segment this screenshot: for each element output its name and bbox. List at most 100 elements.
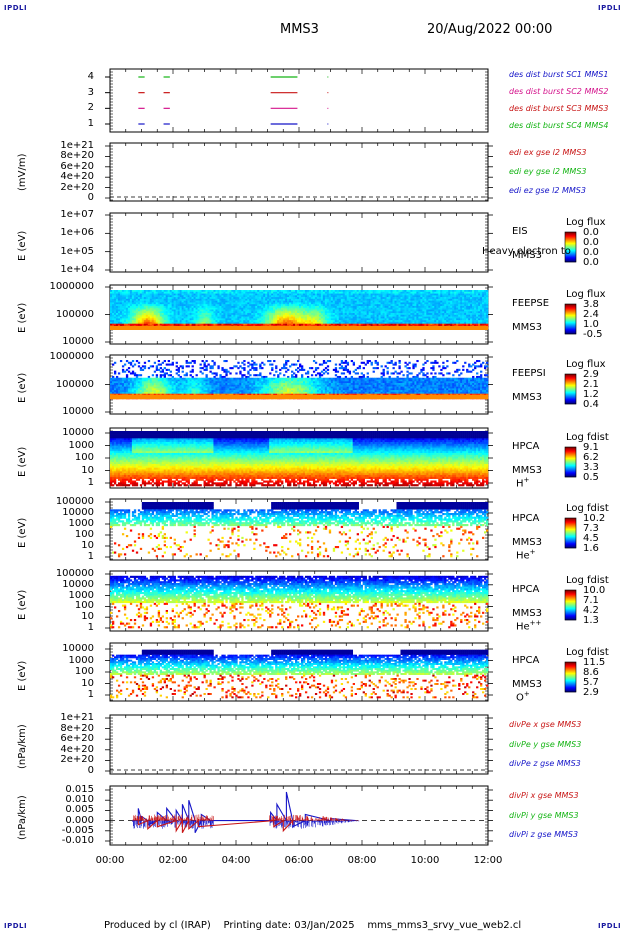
panel-feepse-pixel <box>430 297 432 299</box>
panel-feepse-pixel <box>194 302 196 304</box>
panel-feepse-pixel <box>408 324 410 326</box>
panel-feepse-pixel <box>132 317 134 319</box>
panel-feepse-pixel <box>464 290 466 292</box>
panel-feepse-pixel <box>400 302 402 304</box>
panel-feepse-pixel <box>391 315 393 317</box>
panel-feepse-pixel <box>353 290 355 292</box>
panel-feepse-pixel <box>464 315 466 317</box>
panel-feepse-pixel <box>267 317 269 319</box>
panel-feepse-pixel <box>400 310 402 312</box>
panel-feepse-pixel <box>363 318 365 320</box>
panel-feepse-pixel <box>482 294 484 296</box>
panel-feepse-pixel <box>355 308 357 310</box>
panel-feepse-pixel <box>383 302 385 304</box>
panel-feepse-pixel <box>209 310 211 312</box>
panel-feepse-pixel <box>144 318 146 320</box>
panel-feepse-pixel <box>128 322 130 324</box>
panel-feepse-pixel <box>261 308 263 310</box>
panel-feepse-pixel <box>265 290 267 292</box>
panel-feepse-pixel <box>245 317 247 319</box>
panel-feepse-pixel <box>255 324 257 326</box>
panel-feepse-pixel <box>112 290 114 292</box>
panel-feepse-pixel <box>182 311 184 313</box>
panel-feepse-pixel <box>158 313 160 315</box>
panel-feepse-pixel <box>207 313 209 315</box>
panel-feepse-pixel <box>124 290 126 292</box>
panel-feepse-pixel <box>211 295 213 297</box>
panel-feepse-pixel <box>406 292 408 294</box>
panel-feepse-pixel <box>428 290 430 292</box>
panel-feepse-pixel <box>116 292 118 294</box>
panel-feepse-pixel <box>172 322 174 324</box>
panel-feepse-pixel <box>132 318 134 320</box>
panel-feepse-pixel <box>337 320 339 322</box>
panel-feepse-pixel <box>142 299 144 301</box>
panel-feepse-pixel <box>192 317 194 319</box>
panel-feepse-pixel <box>396 320 398 322</box>
panel-feepse-pixel <box>460 317 462 319</box>
panel-feepse-pixel <box>136 299 138 301</box>
panel-feepse-pixel <box>391 292 393 294</box>
panel-feepse-pixel <box>367 320 369 322</box>
panel-feepse-pixel <box>229 295 231 297</box>
panel-feepse-pixel <box>118 299 120 301</box>
panel-feepse-pixel <box>227 295 229 297</box>
panel-feepse-pixel <box>430 295 432 297</box>
panel-feepse-pixel <box>315 294 317 296</box>
panel-feepse-pixel <box>194 313 196 315</box>
panel-feepse-pixel <box>410 301 412 303</box>
panel-feepse-pixel <box>383 315 385 317</box>
panel-feepse-pixel <box>408 311 410 313</box>
panel-feepse-pixel <box>275 322 277 324</box>
panel-feepse-pixel <box>466 315 468 317</box>
panel-feepse-pixel <box>190 297 192 299</box>
panel-feepse-pixel <box>396 297 398 299</box>
panel-feepse-pixel <box>225 299 227 301</box>
panel-feepsi-pixel <box>132 383 134 385</box>
panel-feepse-pixel <box>317 310 319 312</box>
panel-feepse-pixel <box>444 310 446 312</box>
panel-feepsi-pixel <box>142 385 144 387</box>
panel-feepse-pixel <box>391 299 393 301</box>
panel-feepse-pixel <box>315 324 317 326</box>
panel-feepse-pixel <box>478 302 480 304</box>
panel-feepsi-pixel <box>118 388 120 390</box>
panel-feepsi-pixel <box>132 360 134 362</box>
panel-feepse-pixel <box>476 320 478 322</box>
panel-feepse-pixel <box>241 317 243 319</box>
panel-feepse-pixel <box>466 318 468 320</box>
panel-feepse-pixel <box>186 310 188 312</box>
panel-feepse-pixel <box>213 304 215 306</box>
panel-feepse-pixel <box>424 301 426 303</box>
panel-feepse-pixel <box>146 322 148 324</box>
panel-feepse-pixel <box>303 306 305 308</box>
panel-feepse-pixel <box>317 318 319 320</box>
panel-feepse-pixel <box>265 315 267 317</box>
panel-feepse-pixel <box>424 299 426 301</box>
panel-feepse-pixel <box>379 324 381 326</box>
panel-feepse-pixel <box>434 308 436 310</box>
panel-feepse-pixel <box>305 290 307 292</box>
panel-feepse-pixel <box>297 290 299 292</box>
panel-feepse-pixel <box>144 322 146 324</box>
panel-feepse-pixel <box>180 320 182 322</box>
panel-feepse-pixel <box>331 311 333 313</box>
panel-feepse-pixel <box>122 311 124 313</box>
panel-feepse-pixel <box>140 317 142 319</box>
panel-feepse-pixel <box>391 295 393 297</box>
panel-feepse-pixel <box>162 302 164 304</box>
panel-feepse-pixel <box>387 294 389 296</box>
panel-feepse-pixel <box>231 290 233 292</box>
panel-feepse-pixel <box>446 290 448 292</box>
panel-feepse-pixel <box>205 294 207 296</box>
panel-feepse-pixel <box>456 310 458 312</box>
panel-feepse-pixel <box>190 315 192 317</box>
panel-feepse-pixel <box>480 299 482 301</box>
panel-feepse-pixel <box>192 318 194 320</box>
panel-feepse-pixel <box>233 318 235 320</box>
panel-feepse-pixel <box>323 313 325 315</box>
panel-feepse-pixel <box>305 304 307 306</box>
panel-feepse-pixel <box>293 302 295 304</box>
panel-feepse-pixel <box>353 315 355 317</box>
panel-feepse-pixel <box>311 297 313 299</box>
